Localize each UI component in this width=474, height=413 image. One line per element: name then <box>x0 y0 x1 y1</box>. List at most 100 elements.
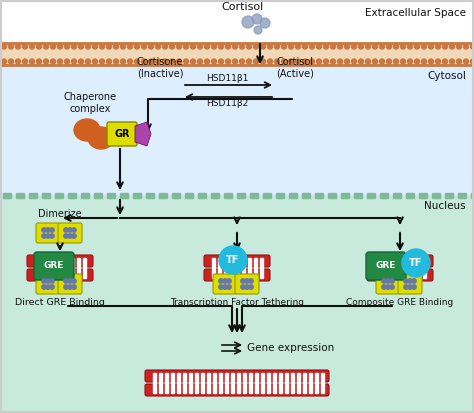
Circle shape <box>46 228 50 232</box>
Bar <box>243 373 246 393</box>
Circle shape <box>211 59 217 64</box>
Circle shape <box>402 249 430 277</box>
Bar <box>405 258 408 278</box>
Circle shape <box>246 44 252 49</box>
FancyBboxPatch shape <box>367 255 433 267</box>
Bar <box>68 193 76 198</box>
Circle shape <box>100 44 104 49</box>
Text: Cortisol: Cortisol <box>222 2 264 12</box>
Circle shape <box>22 59 27 64</box>
FancyBboxPatch shape <box>145 384 329 396</box>
Circle shape <box>358 44 364 49</box>
Text: GRE: GRE <box>376 261 396 271</box>
Circle shape <box>386 279 390 283</box>
Circle shape <box>245 279 249 283</box>
Bar <box>315 373 318 393</box>
Bar <box>159 193 167 198</box>
FancyBboxPatch shape <box>213 274 237 294</box>
Bar <box>107 193 115 198</box>
Circle shape <box>198 59 202 64</box>
Circle shape <box>239 59 245 64</box>
Bar <box>77 258 80 278</box>
Text: Cytosol: Cytosol <box>427 71 466 81</box>
Circle shape <box>464 44 468 49</box>
Circle shape <box>436 44 440 49</box>
Circle shape <box>241 285 245 289</box>
Circle shape <box>249 285 253 289</box>
Circle shape <box>72 59 76 64</box>
Circle shape <box>337 59 343 64</box>
Circle shape <box>380 44 384 49</box>
Circle shape <box>100 59 104 64</box>
FancyBboxPatch shape <box>235 274 259 294</box>
Text: Gene expression: Gene expression <box>247 343 334 353</box>
Bar <box>177 373 180 393</box>
Circle shape <box>219 44 224 49</box>
Circle shape <box>16 44 20 49</box>
Circle shape <box>233 59 237 64</box>
Bar <box>172 193 180 198</box>
Bar <box>399 258 402 278</box>
Text: Transcription Factor Tethering: Transcription Factor Tethering <box>170 298 304 307</box>
Bar <box>224 193 232 198</box>
Circle shape <box>68 234 72 238</box>
Text: Nucleus: Nucleus <box>424 201 466 211</box>
Circle shape <box>16 59 20 64</box>
Circle shape <box>72 285 76 289</box>
Circle shape <box>85 59 91 64</box>
Circle shape <box>128 44 133 49</box>
Circle shape <box>148 44 154 49</box>
Bar <box>380 193 388 198</box>
Circle shape <box>72 44 76 49</box>
Circle shape <box>242 16 254 28</box>
Bar <box>41 258 44 278</box>
Circle shape <box>219 279 223 283</box>
Bar <box>291 373 294 393</box>
Bar <box>219 373 222 393</box>
Bar <box>417 258 420 278</box>
Circle shape <box>337 44 343 49</box>
Circle shape <box>345 59 349 64</box>
Circle shape <box>404 279 408 283</box>
Circle shape <box>36 44 42 49</box>
Circle shape <box>310 44 315 49</box>
Bar <box>261 373 264 393</box>
Circle shape <box>198 44 202 49</box>
Circle shape <box>29 59 35 64</box>
Bar <box>212 258 215 278</box>
Bar <box>146 193 154 198</box>
Circle shape <box>302 44 308 49</box>
Bar <box>35 258 38 278</box>
Bar <box>267 373 270 393</box>
FancyBboxPatch shape <box>58 223 82 243</box>
Text: GRE: GRE <box>44 261 64 271</box>
Polygon shape <box>135 122 151 146</box>
Bar <box>303 373 306 393</box>
Circle shape <box>317 59 321 64</box>
Circle shape <box>274 44 280 49</box>
Text: GR: GR <box>114 129 130 139</box>
Bar <box>249 373 252 393</box>
Circle shape <box>64 285 68 289</box>
Circle shape <box>408 279 412 283</box>
Circle shape <box>64 228 68 232</box>
Bar <box>71 258 74 278</box>
Circle shape <box>191 59 195 64</box>
Circle shape <box>92 59 98 64</box>
FancyBboxPatch shape <box>376 274 400 294</box>
Bar <box>16 193 24 198</box>
Circle shape <box>68 279 72 283</box>
Bar <box>201 373 204 393</box>
Circle shape <box>386 44 392 49</box>
Circle shape <box>323 44 328 49</box>
Bar <box>250 193 258 198</box>
Circle shape <box>226 44 230 49</box>
Circle shape <box>330 44 336 49</box>
Bar <box>406 193 414 198</box>
Circle shape <box>373 44 377 49</box>
Circle shape <box>219 246 247 274</box>
Circle shape <box>163 59 167 64</box>
Circle shape <box>254 44 258 49</box>
Circle shape <box>408 44 412 49</box>
Bar <box>393 193 401 198</box>
